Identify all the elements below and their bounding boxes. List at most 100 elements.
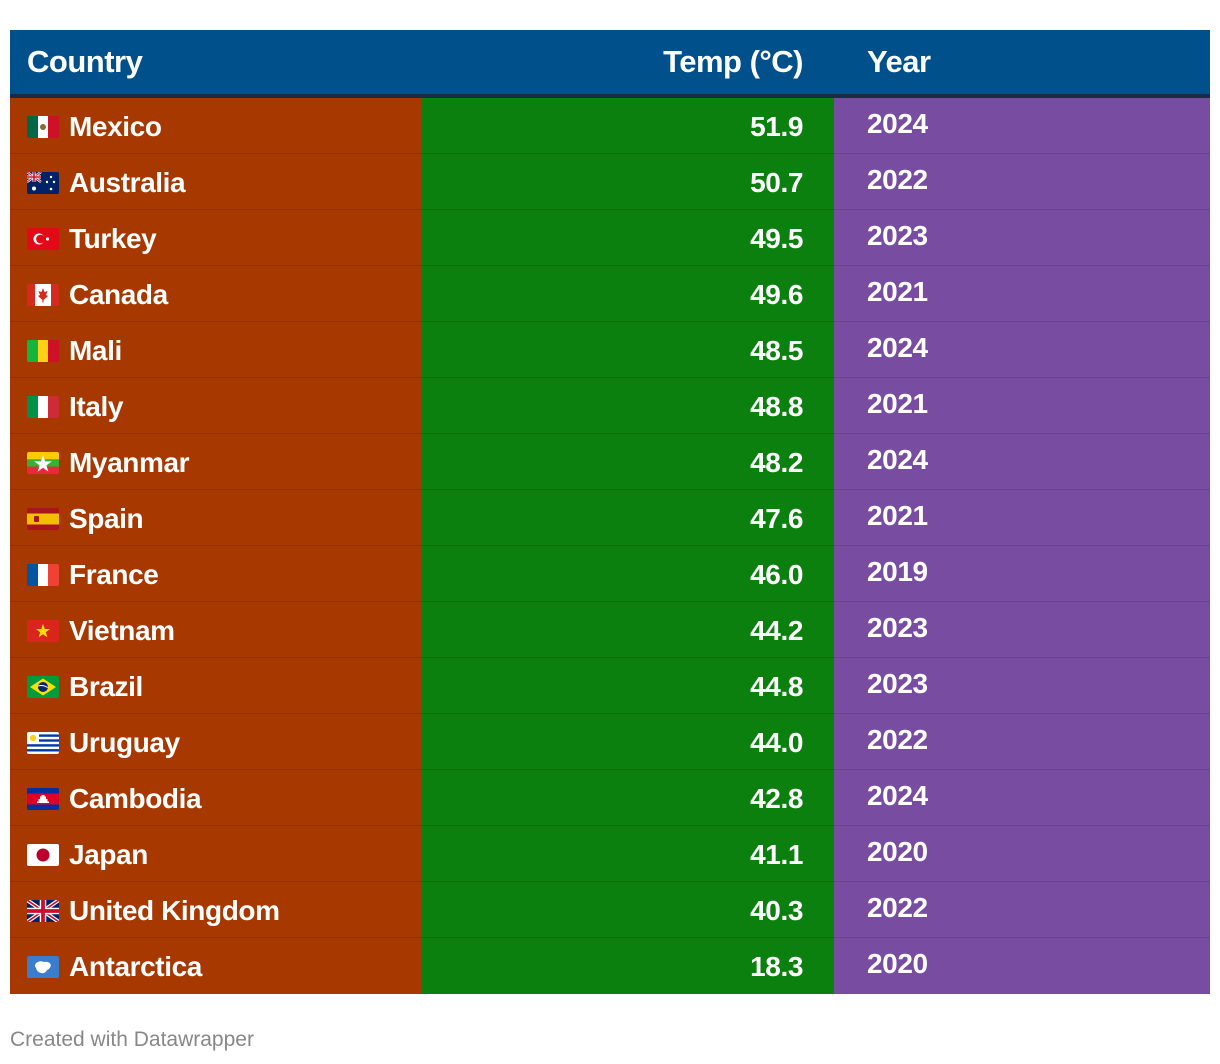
- table-row: Myanmar 48.2 2024: [10, 434, 1210, 490]
- table-row: France 46.0 2019: [10, 546, 1210, 602]
- myanmar-flag-icon: [27, 451, 59, 474]
- cell-temp: 18.3: [422, 938, 834, 994]
- cell-temp: 44.2: [422, 602, 834, 658]
- cell-year: 2022: [834, 714, 1210, 770]
- turkey-flag-icon: [27, 227, 59, 250]
- country-name: Brazil: [69, 670, 143, 702]
- cell-year: 2020: [834, 938, 1210, 994]
- header-temp[interactable]: Temp (°C): [663, 44, 803, 79]
- cell-temp: 40.3: [422, 882, 834, 938]
- cell-year: 2019: [834, 546, 1210, 602]
- table-row: Brazil 44.8 2023: [10, 658, 1210, 714]
- table-header: Country Temp (°C) Year: [10, 30, 1210, 98]
- cell-temp: 47.6: [422, 490, 834, 546]
- canada-flag-icon: [27, 283, 59, 306]
- cell-country: Mexico: [10, 98, 422, 154]
- cell-temp: 49.5: [422, 210, 834, 266]
- country-name: Australia: [69, 166, 186, 198]
- cell-year: 2020: [834, 826, 1210, 882]
- cell-temp: 44.0: [422, 714, 834, 770]
- cell-country: Uruguay: [10, 714, 422, 770]
- country-name: Myanmar: [69, 446, 190, 478]
- cell-year: 2021: [834, 266, 1210, 322]
- cell-year: 2024: [834, 98, 1210, 154]
- country-name: Antarctica: [69, 951, 202, 982]
- cell-country: Brazil: [10, 658, 422, 714]
- table-row: Japan 41.1 2020: [10, 826, 1210, 882]
- header-country[interactable]: Country: [27, 44, 143, 79]
- country-name: Vietnam: [69, 614, 175, 646]
- table-row: Cambodia 42.8 2024: [10, 770, 1210, 826]
- table-row: Canada 49.6 2021: [10, 266, 1210, 322]
- country-name: Turkey: [69, 222, 157, 254]
- country-name: France: [69, 558, 159, 590]
- cell-temp: 42.8: [422, 770, 834, 826]
- cell-year: 2024: [834, 434, 1210, 490]
- cell-country: Myanmar: [10, 434, 422, 490]
- header-year[interactable]: Year: [867, 44, 931, 79]
- table-row: United Kingdom 40.3 2022: [10, 882, 1210, 938]
- cell-country: Antarctica: [10, 938, 422, 994]
- cell-year: 2021: [834, 490, 1210, 546]
- table-row: Antarctica 18.3 2020: [10, 938, 1210, 994]
- cell-country: Japan: [10, 826, 422, 882]
- cell-country: Spain: [10, 490, 422, 546]
- cell-year: 2023: [834, 658, 1210, 714]
- cell-year: 2021: [834, 378, 1210, 434]
- cell-country: Italy: [10, 378, 422, 434]
- cambodia-flag-icon: [27, 787, 59, 810]
- uruguay-flag-icon: [27, 731, 59, 754]
- cell-country: United Kingdom: [10, 882, 422, 938]
- footer-credit: Created with Datawrapper: [10, 1028, 254, 1051]
- table-row: Australia 50.7 2022: [10, 154, 1210, 210]
- cell-country: Vietnam: [10, 602, 422, 658]
- vietnam-flag-icon: [27, 619, 59, 642]
- cell-temp: 49.6: [422, 266, 834, 322]
- italy-flag-icon: [27, 395, 59, 418]
- cell-country: France: [10, 546, 422, 602]
- australia-flag-icon: [27, 171, 59, 194]
- mexico-flag-icon: [27, 115, 59, 138]
- brazil-flag-icon: [27, 675, 59, 698]
- cell-year: 2024: [834, 322, 1210, 378]
- country-name: Uruguay: [69, 726, 180, 758]
- cell-temp: 48.2: [422, 434, 834, 490]
- country-name: Japan: [69, 838, 148, 870]
- cell-temp: 50.7: [422, 154, 834, 210]
- temperature-table: Country Temp (°C) Year Mexico 51.9 2024 Aus…: [10, 30, 1210, 994]
- country-name: Mexico: [69, 110, 162, 142]
- country-name: Canada: [69, 278, 168, 310]
- france-flag-icon: [27, 563, 59, 586]
- table-body: Mexico 51.9 2024 Australia 50.7 2022 Turkey 49.…: [10, 98, 1210, 994]
- cell-temp: 44.8: [422, 658, 834, 714]
- table-row: Vietnam 44.2 2023: [10, 602, 1210, 658]
- cell-year: 2023: [834, 210, 1210, 266]
- country-name: Spain: [69, 502, 144, 534]
- country-name: Italy: [69, 390, 124, 422]
- spain-flag-icon: [27, 507, 59, 530]
- cell-year: 2022: [834, 882, 1210, 938]
- table-row: Italy 48.8 2021: [10, 378, 1210, 434]
- cell-country: Canada: [10, 266, 422, 322]
- table-row: Mali 48.5 2024: [10, 322, 1210, 378]
- cell-year: 2024: [834, 770, 1210, 826]
- cell-year: 2023: [834, 602, 1210, 658]
- cell-year: 2022: [834, 154, 1210, 210]
- cell-country: Mali: [10, 322, 422, 378]
- cell-temp: 48.5: [422, 322, 834, 378]
- table-row: Mexico 51.9 2024: [10, 98, 1210, 154]
- united-kingdom-flag-icon: [27, 899, 59, 922]
- mali-flag-icon: [27, 339, 59, 362]
- cell-country: Turkey: [10, 210, 422, 266]
- table-row: Turkey 49.5 2023: [10, 210, 1210, 266]
- cell-temp: 51.9: [422, 98, 834, 154]
- cell-temp: 46.0: [422, 546, 834, 602]
- japan-flag-icon: [27, 843, 59, 866]
- cell-temp: 41.1: [422, 826, 834, 882]
- cell-country: Australia: [10, 154, 422, 210]
- country-name: Mali: [69, 334, 122, 366]
- table-row: Uruguay 44.0 2022: [10, 714, 1210, 770]
- country-name: United Kingdom: [69, 894, 280, 926]
- cell-temp: 48.8: [422, 378, 834, 434]
- cell-country: Cambodia: [10, 770, 422, 826]
